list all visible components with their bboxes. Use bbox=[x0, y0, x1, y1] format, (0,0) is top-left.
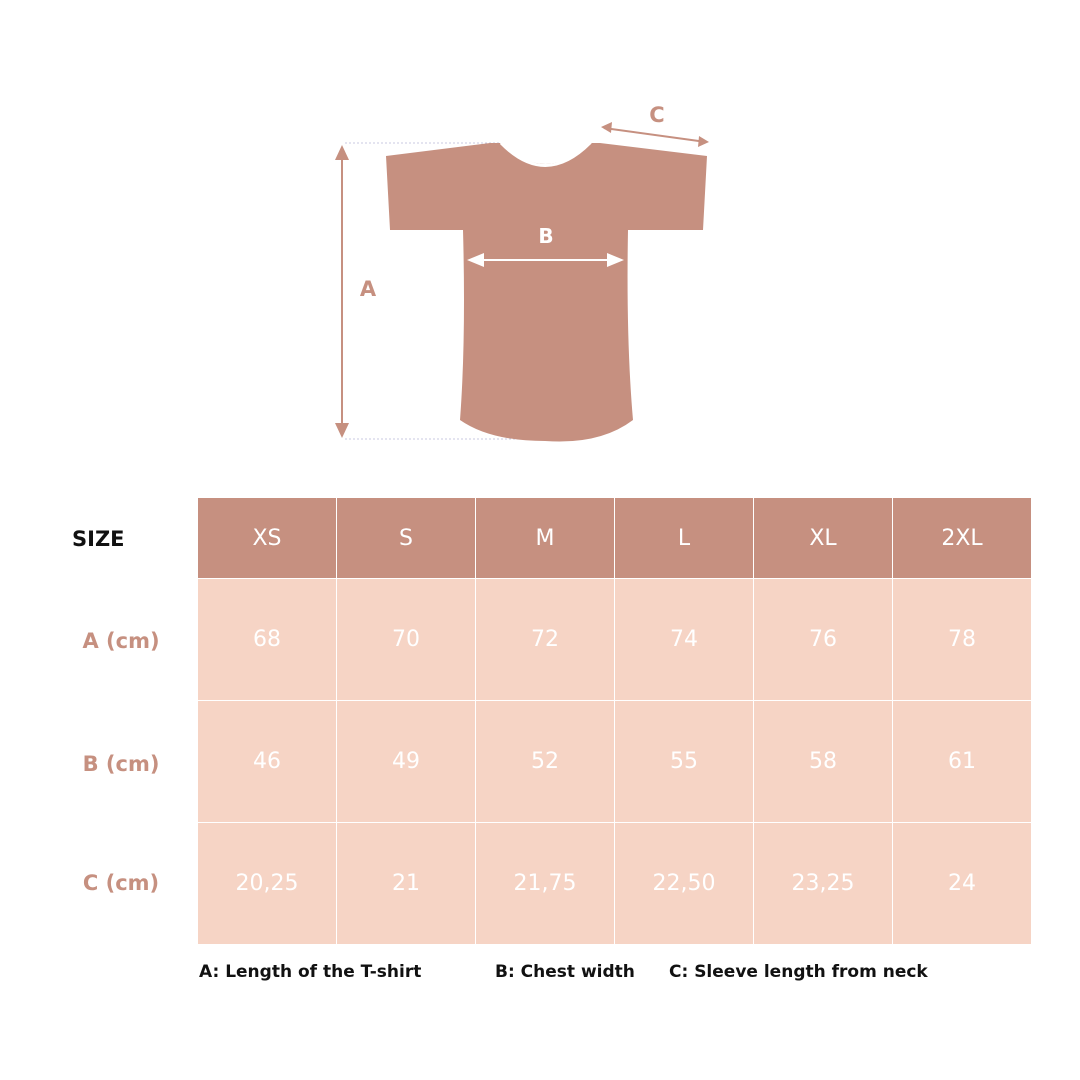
arrow-a bbox=[335, 145, 349, 438]
table-row-c: 20,25 21 21,75 22,50 23,25 24 bbox=[198, 822, 1031, 945]
table-row-a: 68 70 72 74 76 78 bbox=[198, 578, 1031, 701]
size-table: XS S M L XL 2XL 68 70 72 74 76 78 46 49 … bbox=[198, 498, 1031, 945]
table-cell: 61 bbox=[892, 700, 1031, 823]
table-cell: 22,50 bbox=[614, 822, 754, 945]
size-header-row: XS S M L XL 2XL bbox=[198, 498, 1031, 579]
table-cell: 78 bbox=[892, 578, 1031, 701]
table-cell: 20,25 bbox=[198, 822, 337, 945]
table-cell: 70 bbox=[336, 578, 476, 701]
table-cell: 23,25 bbox=[753, 822, 893, 945]
table-cell: 55 bbox=[614, 700, 754, 823]
row-label-a: A (cm) bbox=[82, 629, 160, 653]
collar-inner bbox=[519, 141, 571, 156]
table-cell: 21 bbox=[336, 822, 476, 945]
size-header: M bbox=[475, 498, 615, 579]
table-cell: 68 bbox=[198, 578, 337, 701]
size-header: L bbox=[614, 498, 754, 579]
tshirt-diagram: A B C bbox=[335, 103, 709, 442]
table-cell: 49 bbox=[336, 700, 476, 823]
table-cell: 24 bbox=[892, 822, 1031, 945]
collar-line bbox=[499, 141, 592, 167]
table-cell: 58 bbox=[753, 700, 893, 823]
size-header: XL bbox=[753, 498, 893, 579]
label-c: C bbox=[649, 103, 664, 127]
row-label-c: C (cm) bbox=[82, 871, 160, 895]
size-label: SIZE bbox=[72, 527, 125, 551]
table-row-b: 46 49 52 55 58 61 bbox=[198, 700, 1031, 823]
size-header: 2XL bbox=[892, 498, 1031, 579]
size-header: S bbox=[336, 498, 476, 579]
arrow-b bbox=[467, 253, 624, 267]
label-a: A bbox=[360, 277, 377, 301]
table-cell: 72 bbox=[475, 578, 615, 701]
legend-b: B: Chest width bbox=[495, 962, 635, 982]
size-header: XS bbox=[198, 498, 337, 579]
table-cell: 21,75 bbox=[475, 822, 615, 945]
label-b: B bbox=[538, 224, 553, 248]
table-cell: 46 bbox=[198, 700, 337, 823]
legend-c: C: Sleeve length from neck bbox=[669, 962, 928, 982]
arrow-c bbox=[601, 122, 709, 147]
tshirt-shape bbox=[386, 143, 707, 442]
row-label-b: B (cm) bbox=[82, 752, 160, 776]
legend-a: A: Length of the T-shirt bbox=[199, 962, 422, 982]
table-cell: 74 bbox=[614, 578, 754, 701]
table-cell: 52 bbox=[475, 700, 615, 823]
table-cell: 76 bbox=[753, 578, 893, 701]
